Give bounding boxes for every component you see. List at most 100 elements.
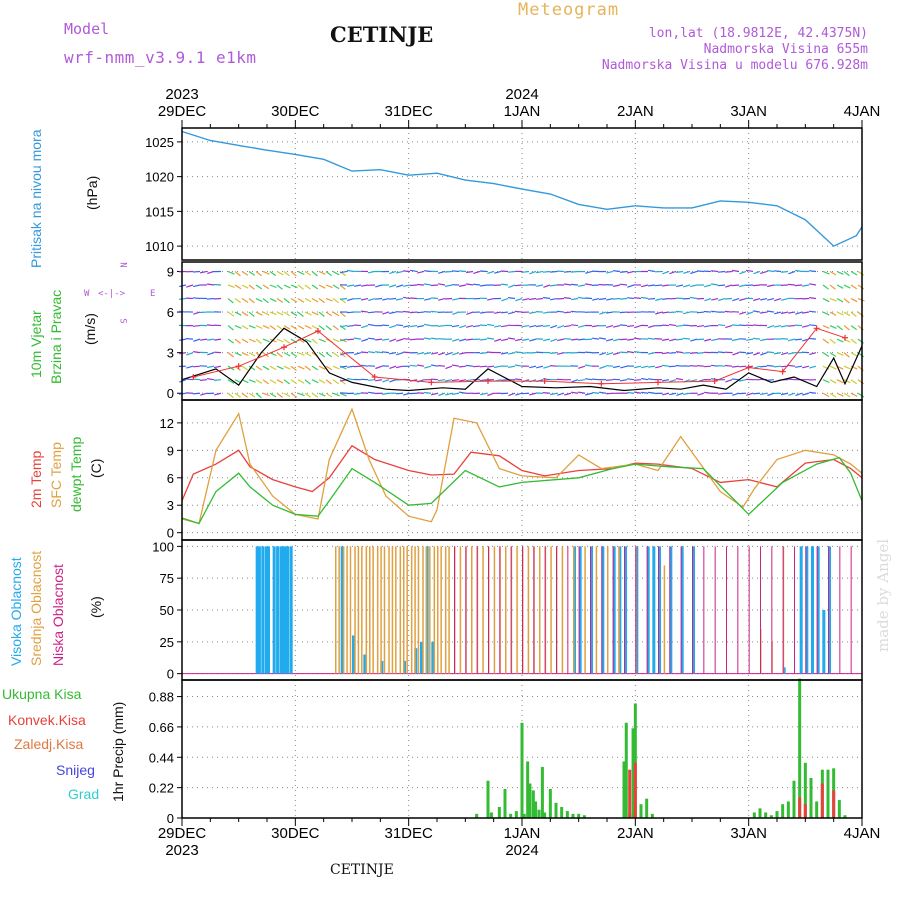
wind-barb [283,338,291,344]
wind-barb [676,392,684,396]
mid-cloud-bar [663,565,666,674]
wind-barb [732,297,740,302]
wind-barb [423,323,432,327]
wind-barb [186,284,194,288]
wind-barb [438,270,446,274]
wind-barb [690,379,698,382]
wind-barb [227,379,235,384]
wind-barb [564,297,572,300]
wind-barb [535,270,544,274]
wind-barb [389,338,397,342]
high-cloud-bar [658,546,661,674]
wind-barb [423,391,432,394]
wind-barb [262,284,270,290]
wind-barb [606,352,614,356]
wind-barb [612,365,621,369]
wind-barb [564,392,572,396]
wind-barb [262,325,270,329]
mid-cloud-bar [493,546,496,674]
wind-gust-marker [598,380,605,387]
mid-cloud-bar [573,546,575,674]
wind-barb [759,392,768,396]
wind-barb [304,392,312,398]
wind-barb [836,311,844,316]
wind-barb [549,365,558,367]
bottom-date-label: 3JAN [730,825,767,842]
wind-barb [269,284,277,289]
station-altitude: Nadmorska Visina 655m [703,42,868,57]
bottom-date-label: 29DEC [158,825,207,842]
wind-barb [255,284,263,290]
wind-barb [193,311,201,315]
low-cloud-bar [703,546,705,674]
low-cloud-bar [748,546,750,674]
wind-barb [452,352,460,356]
wind-barb [515,338,523,342]
wind-barb [724,310,733,313]
legend-snow: Snijeg [56,762,95,778]
wind-barb [382,297,390,301]
wind-barb [633,379,642,381]
total-precip-bar [503,789,507,818]
wind-barb [612,297,621,300]
mid-cloud-bar [482,546,484,674]
wind-barb [501,297,509,302]
wind-barb [718,297,726,302]
wind-barb [262,311,270,316]
wind-barb [255,338,262,344]
temperature-tick-label: 3 [167,498,174,513]
wind-barb [585,283,593,286]
wind-barb [802,311,810,314]
wind-barb [402,310,411,313]
cloud-tick-label: 50 [160,603,174,618]
wind-barb [494,325,502,328]
wind-barb [297,352,305,356]
wind-barb [396,352,404,356]
mid-cloud-bar [539,546,541,674]
wind-barb [339,324,348,328]
total-precip-bar [758,808,762,818]
wind-barb [850,379,858,385]
wind-barb [725,284,733,288]
wind-barb [606,270,614,274]
wind-barb [725,325,733,329]
wind-barb [612,284,621,287]
wind-barb [627,270,635,274]
wind-barb [368,391,376,394]
wind-barb [627,324,635,328]
wind-gust-marker [281,344,287,351]
wind-barb [318,284,326,289]
wind-barb [241,311,249,317]
total-precip-bar [571,813,575,818]
wind-barb [767,310,775,313]
wind-barb [297,298,305,303]
wind-barb [543,284,551,288]
wind-barb [255,379,263,384]
wind-barb [248,325,256,329]
wind-barb [248,298,255,304]
wind-barb [269,379,277,384]
wind-barb [354,337,362,340]
wind-barb [773,365,782,368]
wind-barb [480,379,488,382]
mid-cloud-bar [471,546,473,674]
mid-cloud-bar [403,546,405,674]
wind-barb [640,377,649,381]
mid-cloud-bar [335,546,337,674]
wind-barb [592,297,600,301]
bottom-date-label: 4JAN [844,825,881,842]
wind-barb [788,392,796,396]
total-precip-bar [489,812,493,818]
wind-barb [731,324,740,327]
wind-barb [248,284,255,290]
low-cloud-bar [488,546,489,674]
wind-barb [843,352,850,358]
wind-barb [375,365,383,370]
wind-barb [843,365,851,370]
wind-speed-line [181,327,863,392]
wind-barb [423,270,432,273]
wind-barb [731,378,740,381]
wind-gust-marker [541,378,548,385]
wind-gust-marker [190,374,197,380]
high-cloud-bar [799,546,803,674]
